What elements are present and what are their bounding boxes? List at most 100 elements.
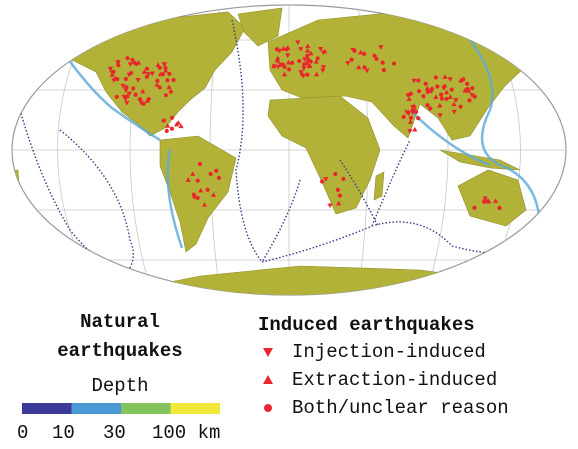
- marker: [290, 60, 295, 65]
- marker: [197, 161, 203, 167]
- marker: [111, 78, 117, 83]
- marker: [305, 53, 310, 58]
- marker: [378, 45, 384, 50]
- marker: [305, 47, 311, 53]
- marker: [482, 199, 487, 204]
- marker: [126, 91, 132, 97]
- marker: [271, 63, 277, 68]
- marker: [121, 94, 127, 100]
- marker: [425, 103, 430, 108]
- marker: [439, 96, 445, 101]
- marker: [300, 73, 306, 79]
- marker: [442, 74, 448, 79]
- marker: [374, 56, 379, 61]
- marker: [439, 92, 444, 97]
- depth-swatch: [121, 403, 171, 414]
- marker: [127, 62, 133, 67]
- marker: [356, 64, 362, 70]
- marker: [280, 62, 285, 67]
- marker: [275, 55, 281, 61]
- marker: [124, 93, 130, 98]
- marker: [298, 47, 304, 52]
- marker: [155, 78, 160, 83]
- marker: [201, 201, 208, 207]
- marker: [167, 71, 172, 76]
- marker: [470, 86, 475, 91]
- marker: [458, 77, 464, 83]
- marker: [168, 89, 173, 94]
- marker: [352, 48, 357, 53]
- marker: [408, 91, 413, 96]
- marker: [116, 63, 121, 68]
- depth-label: 100 km: [152, 422, 220, 444]
- depth-title: Depth: [91, 375, 148, 397]
- marker: [134, 61, 139, 67]
- marker: [285, 45, 291, 50]
- marker: [191, 192, 196, 197]
- induced-earthquakes: [107, 40, 502, 211]
- marker: [458, 104, 463, 109]
- marker: [164, 128, 169, 133]
- marker: [214, 168, 219, 173]
- marker: [421, 94, 426, 99]
- marker: [163, 93, 168, 98]
- marker: [146, 97, 151, 102]
- marker: [401, 114, 406, 119]
- marker: [144, 66, 150, 71]
- marker: [114, 94, 119, 99]
- depth-scale: 0 10 30 100 km: [17, 403, 220, 444]
- legend-title: Natural: [80, 311, 160, 333]
- marker: [126, 72, 132, 78]
- marker: [124, 85, 129, 90]
- marker: [263, 375, 273, 384]
- marker: [157, 65, 162, 70]
- marker: [416, 78, 421, 83]
- marker: [336, 200, 342, 206]
- marker: [407, 129, 413, 134]
- marker: [410, 104, 416, 110]
- marker: [410, 109, 416, 114]
- marker: [210, 192, 217, 197]
- marker: [362, 65, 367, 70]
- map: [11, 4, 567, 296]
- marker: [335, 187, 340, 192]
- marker: [298, 70, 304, 75]
- marker: [301, 62, 307, 67]
- marker: [327, 203, 333, 209]
- marker: [163, 65, 168, 71]
- marker: [178, 123, 184, 129]
- marker: [161, 118, 166, 123]
- marker: [149, 71, 155, 77]
- marker: [140, 88, 146, 94]
- marker: [349, 57, 354, 62]
- marker: [416, 116, 421, 121]
- marker: [281, 71, 288, 77]
- marker: [320, 68, 326, 74]
- marker: [123, 88, 129, 94]
- marker: [497, 205, 502, 211]
- marker: [154, 82, 160, 87]
- marker: [423, 81, 428, 86]
- marker: [466, 88, 472, 93]
- marker: [437, 113, 443, 118]
- marker: [274, 57, 281, 63]
- marker: [286, 67, 292, 72]
- marker: [411, 78, 417, 84]
- marker: [140, 101, 145, 106]
- marker: [315, 56, 320, 61]
- marker: [362, 51, 367, 56]
- marker: [275, 64, 281, 70]
- marker: [190, 171, 196, 176]
- marker: [175, 120, 181, 125]
- marker: [313, 59, 319, 64]
- marker: [166, 84, 172, 90]
- marker: [435, 84, 440, 89]
- marker: [130, 57, 135, 62]
- marker: [381, 68, 386, 73]
- marker: [451, 109, 457, 115]
- marker: [305, 72, 310, 77]
- marker: [364, 68, 370, 74]
- marker: [285, 53, 291, 59]
- marker: [145, 72, 151, 77]
